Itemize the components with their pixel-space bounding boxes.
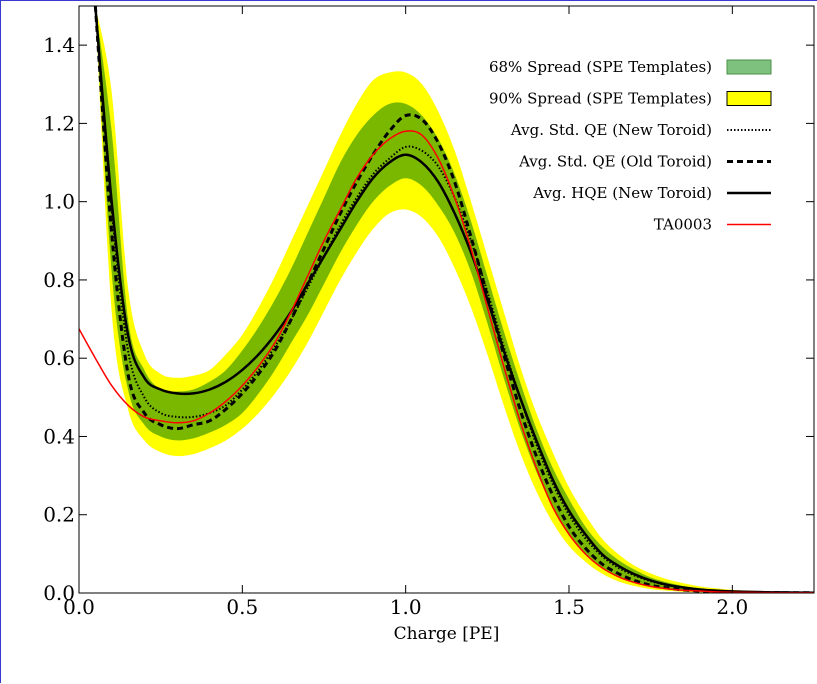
- x-tick-label: 1.0: [390, 595, 422, 619]
- legend-label: 90% Spread (SPE Templates): [489, 90, 712, 108]
- y-tick-label: 1.2: [43, 111, 75, 135]
- legend-swatch: [726, 91, 772, 106]
- y-tick-label: 1.4: [43, 33, 75, 57]
- series-line-avg-std-qe-old-toroid: [93, 6, 814, 593]
- legend-label: Avg. Std. QE (Old Toroid): [518, 153, 712, 171]
- y-tick-label: 0.4: [43, 424, 75, 448]
- legend-label: Avg. Std. QE (New Toroid): [510, 121, 712, 139]
- x-axis-title: Charge [PE]: [394, 624, 500, 644]
- axes: 0.0 0.5 1.0 1.5 2.0 0.0 0.2 0.4 0.6 0.8 1.0 1.2 1.4: [43, 5, 815, 619]
- legend-label: Avg. HQE (New Toroid): [532, 184, 712, 202]
- series-line-avg-hqe-new-toroid: [94, 6, 814, 593]
- y-tick-label: 1.0: [43, 190, 75, 214]
- y-tick-label: 0.6: [43, 346, 75, 370]
- series-line-avg-std-qe-new-toroid: [94, 6, 814, 593]
- x-tick-label: 1.5: [553, 595, 585, 619]
- legend: 68% Spread (SPE Templates) 90% Spread (SP…: [489, 58, 772, 234]
- plot-area: [79, 6, 814, 593]
- legend-label: TA0003: [654, 216, 712, 234]
- y-tick-label: 0.8: [43, 268, 75, 292]
- series-line-ta0003: [79, 130, 814, 593]
- x-tick-label: 0.0: [63, 595, 95, 619]
- x-tick-label: 0.5: [226, 595, 258, 619]
- legend-label: 68% Spread (SPE Templates): [489, 58, 712, 76]
- y-tick-label: 0.2: [43, 503, 75, 527]
- plot-border: [78, 5, 815, 594]
- legend-swatch: [726, 59, 772, 75]
- y-tick-label: 0.0: [43, 581, 75, 605]
- x-tick-label: 2.0: [716, 595, 748, 619]
